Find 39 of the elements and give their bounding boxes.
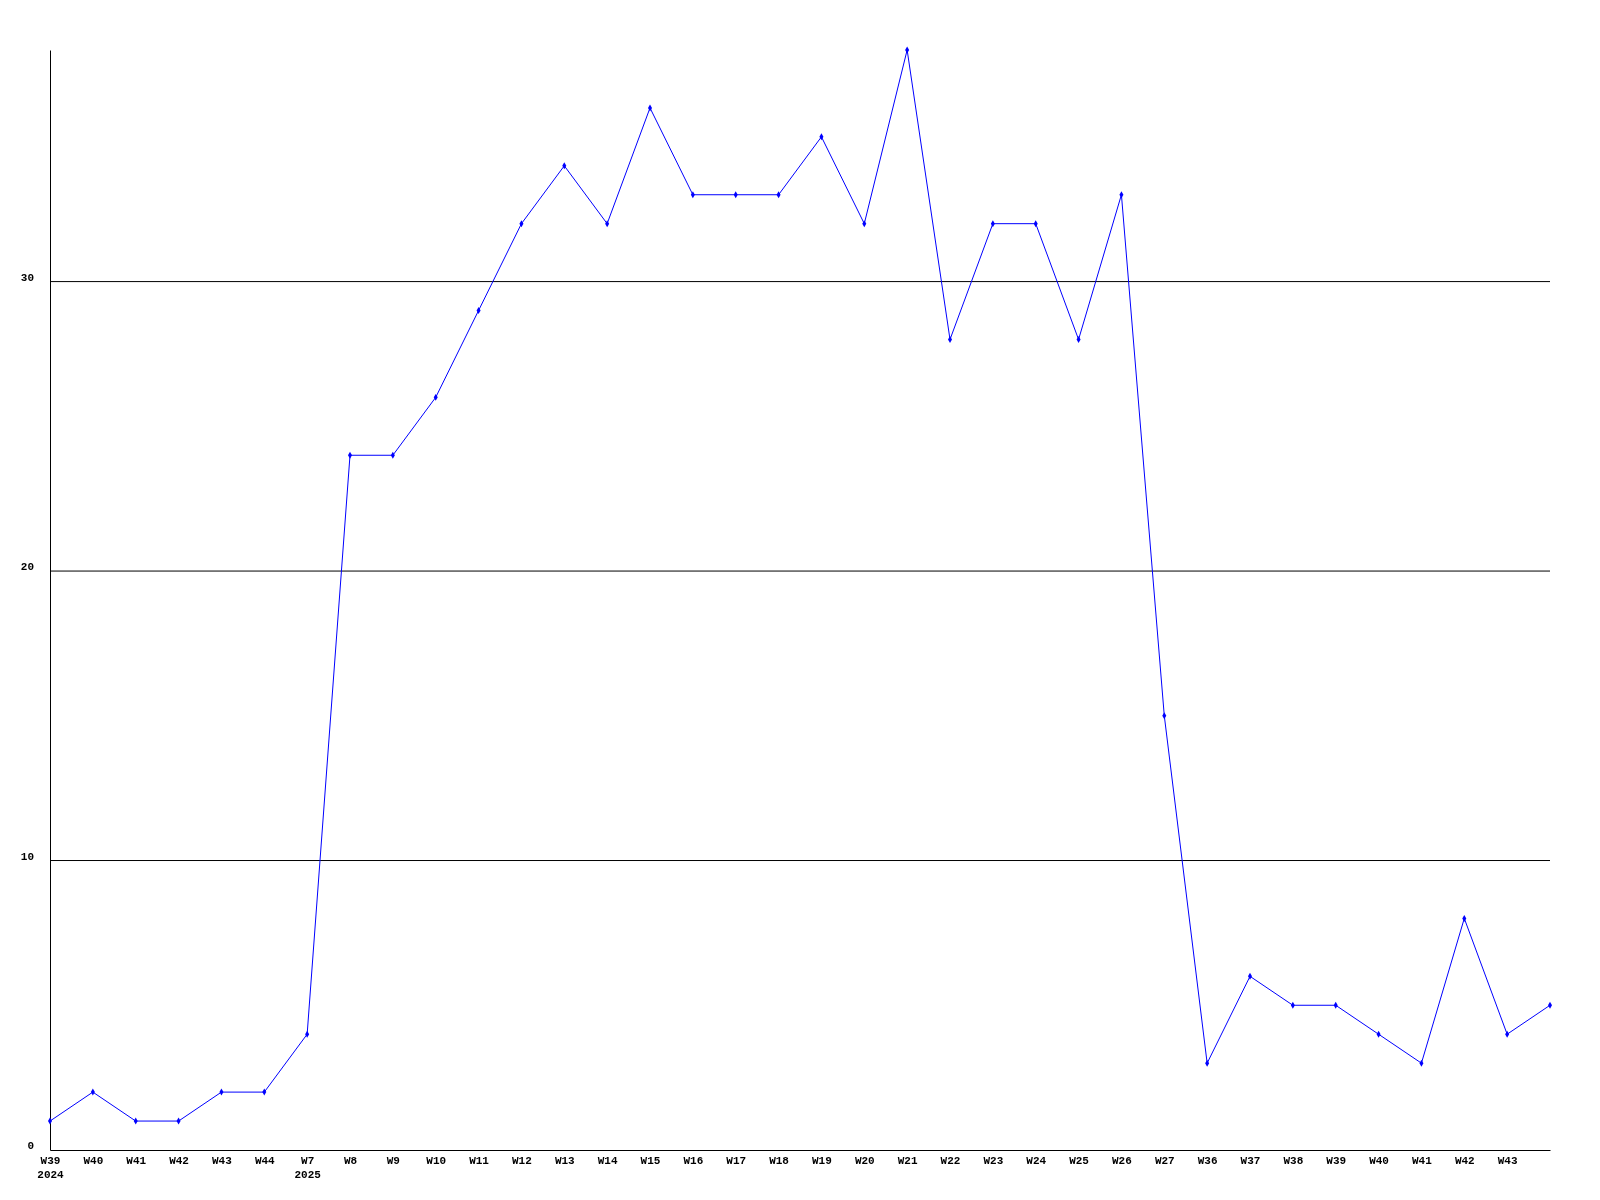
x-tick-label: W43: [212, 1154, 233, 1167]
x-tick-label: W10: [426, 1154, 447, 1167]
x-tick-label: W18: [769, 1154, 790, 1167]
x-tick-label: W44: [254, 1154, 276, 1167]
x-tick-label: W38: [1283, 1154, 1304, 1167]
x-tick-label: W11: [469, 1154, 490, 1167]
x-tick-label: W39 2024: [37, 1154, 65, 1182]
y-tick-label: 0: [27, 1140, 34, 1153]
x-tick-label: W40: [83, 1154, 104, 1167]
x-tick-label: W9: [386, 1154, 400, 1167]
x-tick-label: W42: [169, 1154, 189, 1167]
x-tick-label: W40: [1369, 1154, 1389, 1167]
x-tick-label: W20: [854, 1154, 875, 1167]
x-tick-label: W15: [640, 1154, 661, 1167]
y-tick-label: 30: [20, 271, 34, 284]
x-tick-label: W39: [1326, 1154, 1347, 1167]
x-tick-label: W26: [1112, 1154, 1132, 1167]
x-tick-label: W19: [812, 1154, 832, 1167]
x-tick-label: W8: [343, 1154, 358, 1167]
x-tick-label: W16: [683, 1154, 704, 1167]
x-tick-label: W14: [597, 1154, 618, 1167]
y-tick-label: 10: [20, 850, 34, 863]
x-tick-label: W43: [1497, 1154, 1518, 1167]
x-tick-label: W17: [726, 1154, 747, 1167]
x-tick-label: W42: [1454, 1154, 1475, 1167]
x-tick-label: W21: [897, 1154, 918, 1167]
x-tick-label: W13: [554, 1154, 576, 1167]
x-tick-label: W41: [126, 1154, 147, 1167]
x-tick-label: W12: [512, 1154, 532, 1167]
x-tick-label: W37: [1240, 1154, 1261, 1167]
x-tick-label: W41: [1412, 1154, 1433, 1167]
x-tick-label: W22: [940, 1154, 961, 1167]
x-tick-label: W36: [1197, 1154, 1218, 1167]
x-tick-label: W24: [1026, 1154, 1047, 1167]
x-tick-label: W27: [1154, 1154, 1175, 1167]
x-tick-label: W23: [983, 1154, 1004, 1167]
x-tick-label: W25: [1069, 1154, 1090, 1167]
x-tick-label: W7 2025: [294, 1154, 322, 1182]
y-tick-label: 20: [20, 561, 34, 574]
